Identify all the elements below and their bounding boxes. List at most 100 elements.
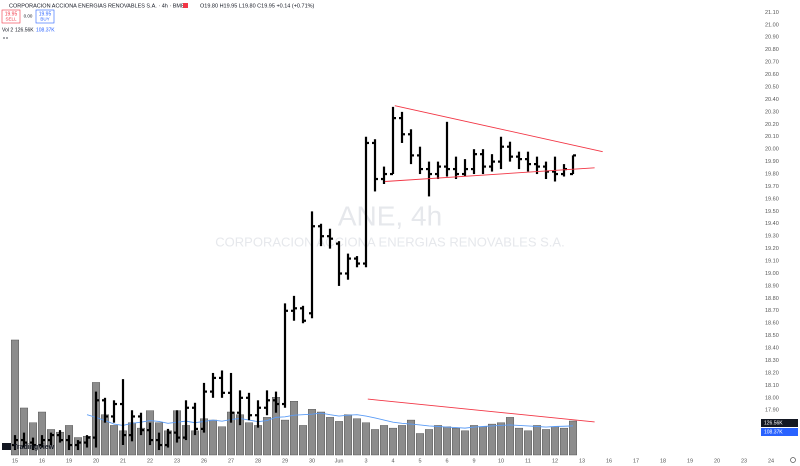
sell-price[interactable]: 19.95	[5, 11, 18, 17]
volume-bar	[551, 426, 560, 456]
volume-bar	[20, 407, 29, 456]
volume-bar	[470, 425, 479, 456]
watermark-name: CORPORACION ACCIONA ENERGIAS RENOVABLES …	[215, 234, 564, 249]
y-tick-label: 18.60	[765, 321, 779, 327]
sell-label[interactable]: SELL	[5, 17, 17, 22]
volume-bar	[263, 417, 272, 456]
volume-bar	[506, 417, 515, 456]
ma-tag	[761, 428, 798, 436]
buy-button[interactable]: 19.95 BUY	[35, 9, 55, 24]
sell-box[interactable]	[1, 9, 21, 24]
status-icon	[183, 3, 188, 8]
y-tick-label: 21.00	[765, 22, 779, 28]
volume-bar	[371, 429, 380, 456]
x-tick-label: 17	[633, 458, 639, 464]
y-tick-label: 19.60	[765, 196, 779, 202]
x-tick-label: 11	[525, 458, 531, 464]
y-tick-label: 17.90	[765, 408, 779, 414]
y-tick-label: 20.30	[765, 109, 779, 115]
x-tick-label: 23	[174, 458, 180, 464]
x-tick-label: 9	[472, 458, 475, 464]
plot	[11, 105, 603, 456]
y-tick-label: 18.40	[765, 346, 779, 352]
volume-bar	[254, 425, 263, 456]
y-tick-label: 19.90	[765, 159, 779, 165]
volume-bar	[407, 419, 416, 456]
volume-bar	[362, 422, 371, 456]
volume-bar	[344, 414, 353, 456]
x-tick-label: 3	[364, 458, 367, 464]
ma-tag-text: 108.37K	[764, 429, 783, 435]
x-tick-label: 26	[201, 458, 207, 464]
y-tick-label: 18.30	[765, 358, 779, 364]
volume-bar	[308, 409, 317, 456]
x-tick-label: 5	[418, 458, 421, 464]
x-tick-label: 10	[498, 458, 504, 464]
y-tick-label: 19.50	[765, 209, 779, 215]
spread: 0.00	[24, 14, 33, 19]
buy-box[interactable]	[35, 9, 55, 24]
x-tick-label: 19	[687, 458, 693, 464]
y-tick-label: 18.50	[765, 333, 779, 339]
volume-bar	[218, 426, 227, 456]
x-tick-label: 27	[228, 458, 234, 464]
volume-bar	[389, 427, 398, 456]
y-tick-label: 20.00	[765, 147, 779, 153]
volume-bar	[434, 425, 443, 456]
y-tick-label: 19.70	[765, 184, 779, 190]
volume-bar	[443, 426, 452, 456]
x-tick-label: 23	[741, 458, 747, 464]
volume-bar	[380, 425, 389, 456]
trendline	[384, 167, 595, 182]
logo-mark	[2, 443, 11, 450]
x-tick-label: 6	[445, 458, 448, 464]
volume-bar	[479, 426, 488, 456]
price-axis	[760, 0, 800, 456]
settings-icon[interactable]	[790, 457, 796, 463]
volume-bar	[452, 427, 461, 456]
x-tick-label: 28	[255, 458, 261, 464]
y-tick-label: 20.70	[765, 60, 779, 66]
x-tick-label: 21	[120, 458, 126, 464]
logo-text: TradingView	[13, 444, 55, 451]
y-tick-label: 20.20	[765, 122, 779, 128]
buy-label[interactable]: BUY	[40, 17, 49, 22]
volume-bar	[497, 422, 506, 456]
watermark-symbol: ANE, 4h	[338, 200, 442, 231]
x-tick-label: 16	[39, 458, 45, 464]
volume-bar	[515, 427, 524, 456]
volume-bar	[353, 418, 362, 456]
buy-price[interactable]: 19.95	[39, 11, 52, 17]
x-tick-label: 15	[12, 458, 18, 464]
y-tick-label: 19.10	[765, 259, 779, 265]
volume-bar	[38, 411, 47, 456]
y-tick-label: 19.40	[765, 221, 779, 227]
y-tick-label: 19.00	[765, 271, 779, 277]
sell-button[interactable]: 19.95 SELL	[1, 9, 21, 24]
volume-bar	[245, 422, 254, 456]
trendline	[367, 398, 595, 423]
x-tick-label: 12	[552, 458, 558, 464]
y-tick-label: 21.10	[765, 10, 779, 16]
volume-bar	[560, 427, 569, 456]
volume-legend-name: Vol 2	[2, 27, 13, 33]
volume-bar	[317, 411, 326, 456]
y-tick-label: 18.90	[765, 283, 779, 289]
x-tick-label: 24	[768, 458, 774, 464]
volume-legend-ma: 108.37K	[36, 27, 55, 33]
y-tick-label: 20.60	[765, 72, 779, 78]
x-tick-label: 20	[93, 458, 99, 464]
y-tick-label: 20.10	[765, 134, 779, 140]
x-tick-label: 29	[282, 458, 288, 464]
x-tick-label: Jun	[335, 458, 344, 464]
x-tick-label: 20	[714, 458, 720, 464]
x-tick-label: 19	[66, 458, 72, 464]
volume-bar	[290, 401, 299, 456]
watermark: ANE, 4h CORPORACION ACCIONA ENERGIAS REN…	[215, 200, 564, 249]
trendline	[394, 105, 603, 153]
volume-tag	[761, 419, 798, 427]
volume-bar	[326, 417, 335, 456]
volume-bar	[416, 433, 425, 456]
y-tick-label: 19.30	[765, 234, 779, 240]
x-tick-label: 18	[660, 458, 666, 464]
